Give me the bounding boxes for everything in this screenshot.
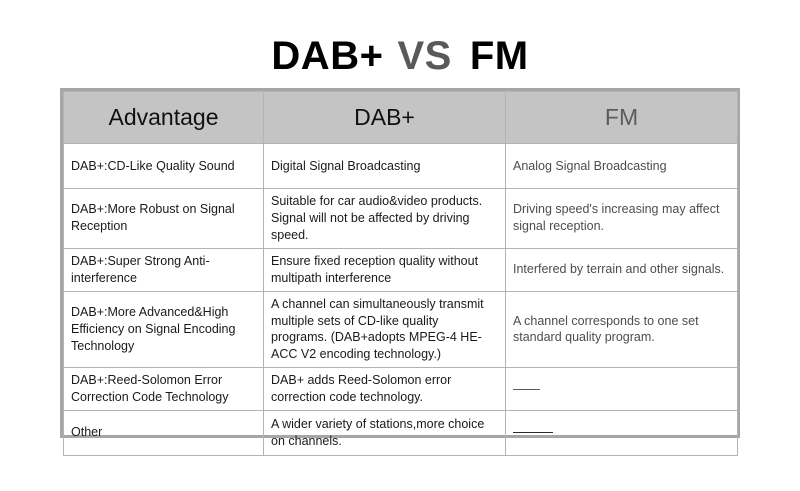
cell-fm: A channel corresponds to one set standar…: [505, 290, 738, 369]
comparison-table: Advantage DAB+ FM DAB+:CD-Like Quality S…: [63, 91, 738, 456]
cell-dab: A wider variety of stations,more choice …: [263, 409, 506, 456]
title-fm: FM: [469, 34, 529, 78]
dash-placeholder-icon: ———: [513, 422, 553, 439]
table-row: DAB+:More Robust on Signal Reception Sui…: [63, 188, 738, 249]
table-row: Other A wider variety of stations,more c…: [63, 409, 738, 456]
cell-advantage: DAB+:More Robust on Signal Reception: [63, 188, 264, 249]
cell-dab: Digital Signal Broadcasting: [263, 143, 506, 189]
cell-advantage: DAB+:Super Strong Anti-interference: [63, 247, 264, 292]
cell-fm: Interfered by terrain and other signals.: [505, 247, 738, 292]
cell-dab: Suitable for car audio&video products. S…: [263, 188, 506, 249]
table-row: DAB+:CD-Like Quality Sound Digital Signa…: [63, 143, 738, 189]
column-header-advantage: Advantage: [63, 91, 264, 144]
cell-advantage: DAB+:Reed-Solomon Error Correction Code …: [63, 367, 264, 411]
cell-advantage: Other: [63, 409, 264, 456]
table-header-row: Advantage DAB+ FM: [63, 91, 738, 144]
title-dab-plus: DAB+: [271, 34, 384, 78]
title-vs: VS: [397, 34, 452, 78]
cell-dab: DAB+ adds Reed-Solomon error correction …: [263, 367, 506, 411]
column-header-dab: DAB+: [263, 91, 506, 144]
table-row: DAB+:More Advanced&High Efficiency on Si…: [63, 290, 738, 369]
table-header: Advantage DAB+ FM: [63, 91, 738, 144]
cell-fm-dash: ——: [505, 367, 738, 411]
cell-fm: Driving speed's increasing may affect si…: [505, 188, 738, 249]
cell-fm-dash: ———: [505, 409, 738, 456]
cell-dab: A channel can simultaneously transmit mu…: [263, 290, 506, 369]
column-header-fm: FM: [505, 91, 738, 144]
table-row: DAB+:Super Strong Anti-interference Ensu…: [63, 247, 738, 292]
table-body: DAB+:CD-Like Quality Sound Digital Signa…: [63, 143, 738, 456]
comparison-table-wrapper: Advantage DAB+ FM DAB+:CD-Like Quality S…: [60, 88, 740, 456]
cell-advantage: DAB+:CD-Like Quality Sound: [63, 143, 264, 189]
table-row: DAB+:Reed-Solomon Error Correction Code …: [63, 367, 738, 411]
page-title: DAB+ VS FM: [0, 36, 800, 76]
cell-fm: Analog Signal Broadcasting: [505, 143, 738, 189]
dash-placeholder-icon: ——: [513, 380, 540, 397]
cell-advantage: DAB+:More Advanced&High Efficiency on Si…: [63, 290, 264, 369]
cell-dab: Ensure fixed reception quality without m…: [263, 247, 506, 292]
